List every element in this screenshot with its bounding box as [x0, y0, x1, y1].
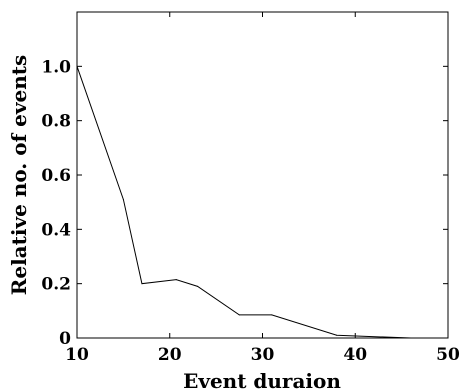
x-tick-label: 20 — [158, 345, 182, 365]
y-axis-label: Relative no. of events — [7, 55, 31, 296]
data-point — [271, 314, 273, 316]
x-tick-label: 40 — [343, 345, 367, 365]
y-tick-label: 0.4 — [41, 220, 71, 240]
data-point — [410, 337, 412, 339]
y-tick-label: 0.2 — [41, 275, 71, 295]
data-point — [76, 65, 78, 67]
data-point — [238, 314, 240, 316]
data-point — [336, 334, 338, 336]
data-point — [175, 279, 177, 281]
data-point — [122, 198, 124, 200]
y-axis-ticks: 0 0.2 0.4 0.6 0.8 1.0 — [41, 57, 448, 349]
plot-area-frame — [76, 11, 449, 339]
y-tick-label: 0.8 — [41, 112, 71, 132]
x-axis-label: Event duraion — [183, 369, 341, 392]
y-tick-label: 0 — [59, 329, 71, 349]
x-tick-label: 50 — [436, 345, 460, 365]
series-line — [76, 66, 411, 339]
y-tick-label: 0.6 — [41, 166, 71, 186]
series-group — [76, 65, 412, 339]
y-tick-label: 1.0 — [41, 57, 71, 77]
data-point — [141, 283, 143, 285]
x-axis-ticks: 10 20 30 40 50 — [65, 12, 460, 365]
data-point — [197, 285, 199, 287]
x-tick-label: 10 — [65, 345, 89, 365]
x-tick-label: 30 — [251, 345, 275, 365]
